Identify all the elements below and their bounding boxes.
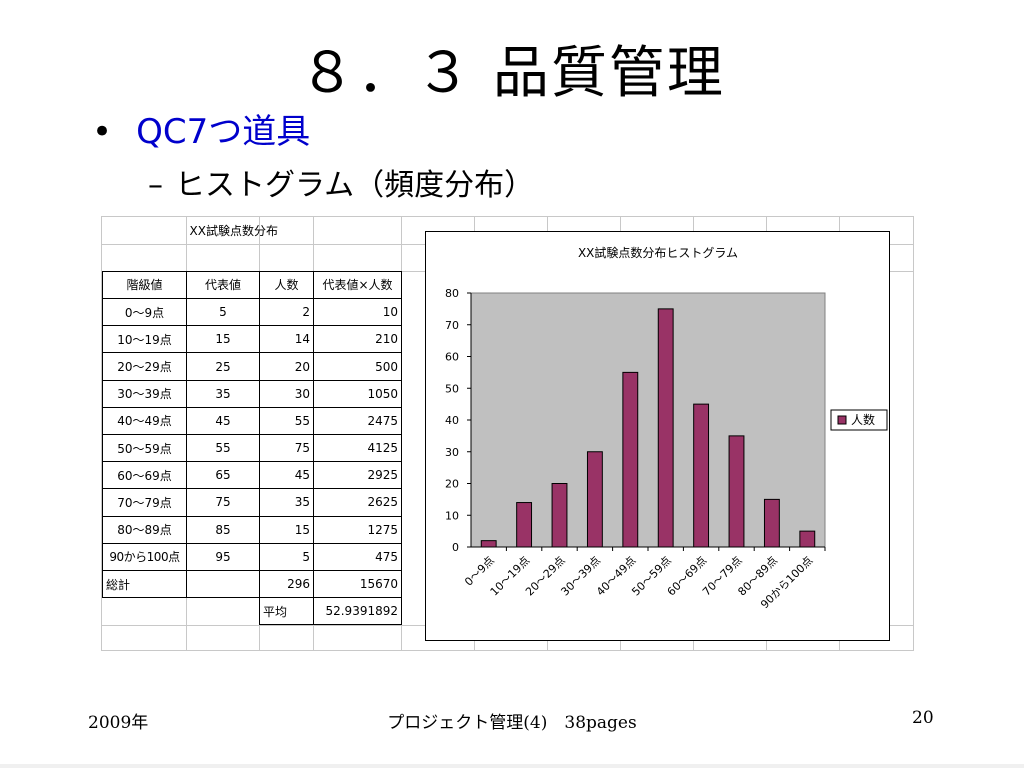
- average-value: 52.9391892: [313, 597, 402, 626]
- bar: [693, 403, 710, 548]
- footer-year: 2009年: [88, 713, 149, 733]
- table-row: 0～9点 5 2 10: [102, 298, 402, 327]
- bar: [622, 371, 639, 548]
- total-label: 総計: [102, 569, 187, 599]
- table-row: 40～49点 45 55 2475: [102, 406, 402, 436]
- header-count: 人数: [259, 270, 314, 300]
- bar: [763, 498, 780, 548]
- y-tick-label: 40: [445, 414, 459, 427]
- table-row: 90から100点 95 5 475: [102, 542, 402, 571]
- bullet-qc7-text: QC7つ道具: [136, 112, 311, 152]
- y-tick-label: 10: [445, 509, 459, 522]
- table-row: 30～39点 35 30 1050: [102, 379, 402, 408]
- footer-page-number: 20: [912, 708, 934, 728]
- x-tick-label: 0～9点: [462, 554, 497, 589]
- table-row: 70～79点 75 35 2625: [102, 488, 402, 517]
- y-tick-label: 80: [445, 287, 459, 300]
- table-row: 80～89点 85 15 1275: [102, 515, 402, 544]
- bar: [551, 483, 568, 548]
- total-count: 296: [259, 569, 314, 599]
- bullet-qc7: • QC7つ道具: [92, 104, 310, 153]
- table-row: 60～69点 65 45 2925: [102, 461, 402, 490]
- table-header-row: 階級値 代表値 人数 代表値×人数: [102, 270, 402, 300]
- histogram-chart: XX試験点数分布ヒストグラム 0 10 20 30 40 50 60 70 80 0～9点 10～19…: [425, 231, 890, 641]
- chart-title: XX試験点数分布ヒストグラム: [578, 245, 738, 260]
- bar: [516, 502, 533, 548]
- y-tick-label: 60: [445, 351, 459, 364]
- bullet-marker: •: [92, 112, 113, 152]
- total-product: 15670: [313, 569, 402, 599]
- header-class: 階級値: [102, 270, 187, 300]
- footer-course: プロジェクト管理(4) 38pages: [387, 713, 637, 733]
- y-tick-label: 50: [445, 382, 459, 395]
- header-representative: 代表値: [186, 270, 260, 300]
- legend-box: [830, 409, 888, 431]
- table-title: XX試験点数分布: [189, 224, 278, 239]
- bar: [657, 308, 674, 548]
- y-tick-label: 20: [445, 478, 459, 491]
- bullet-histogram: – ヒストグラム（頻度分布）: [148, 160, 534, 204]
- header-product: 代表値×人数: [313, 270, 402, 300]
- total-row: 総計 296 15670: [102, 569, 402, 599]
- table-row: 20～29点 25 20 500: [102, 352, 402, 381]
- legend-swatch: [837, 415, 847, 425]
- average-label: 平均: [259, 597, 314, 626]
- bullet-histogram-text: ヒストグラム（頻度分布）: [175, 168, 535, 203]
- bar: [728, 435, 745, 548]
- histogram-svg: XX試験点数分布ヒストグラム010203040506070800～9点10～19…: [445, 245, 888, 611]
- y-tick-label: 0: [452, 541, 459, 554]
- sub-bullet-marker: –: [148, 168, 163, 203]
- bar: [799, 530, 816, 548]
- table-row: 50～59点 55 75 4125: [102, 433, 402, 463]
- average-row: 平均 52.9391892: [103, 597, 402, 626]
- bar: [586, 451, 603, 548]
- bottom-rule: [0, 764, 1024, 768]
- legend-label: 人数: [851, 412, 875, 427]
- score-distribution-table: XX試験点数分布 階級値 代表値 人数 代表値×人数 0～9点 5 2 10 10～1…: [102, 217, 402, 626]
- y-tick-label: 30: [445, 446, 459, 459]
- table-row: 10～19点 15 14 210: [102, 325, 402, 354]
- bar: [480, 540, 497, 548]
- slide-title: ８．３ 品質管理: [299, 41, 725, 106]
- y-tick-label: 70: [445, 319, 459, 332]
